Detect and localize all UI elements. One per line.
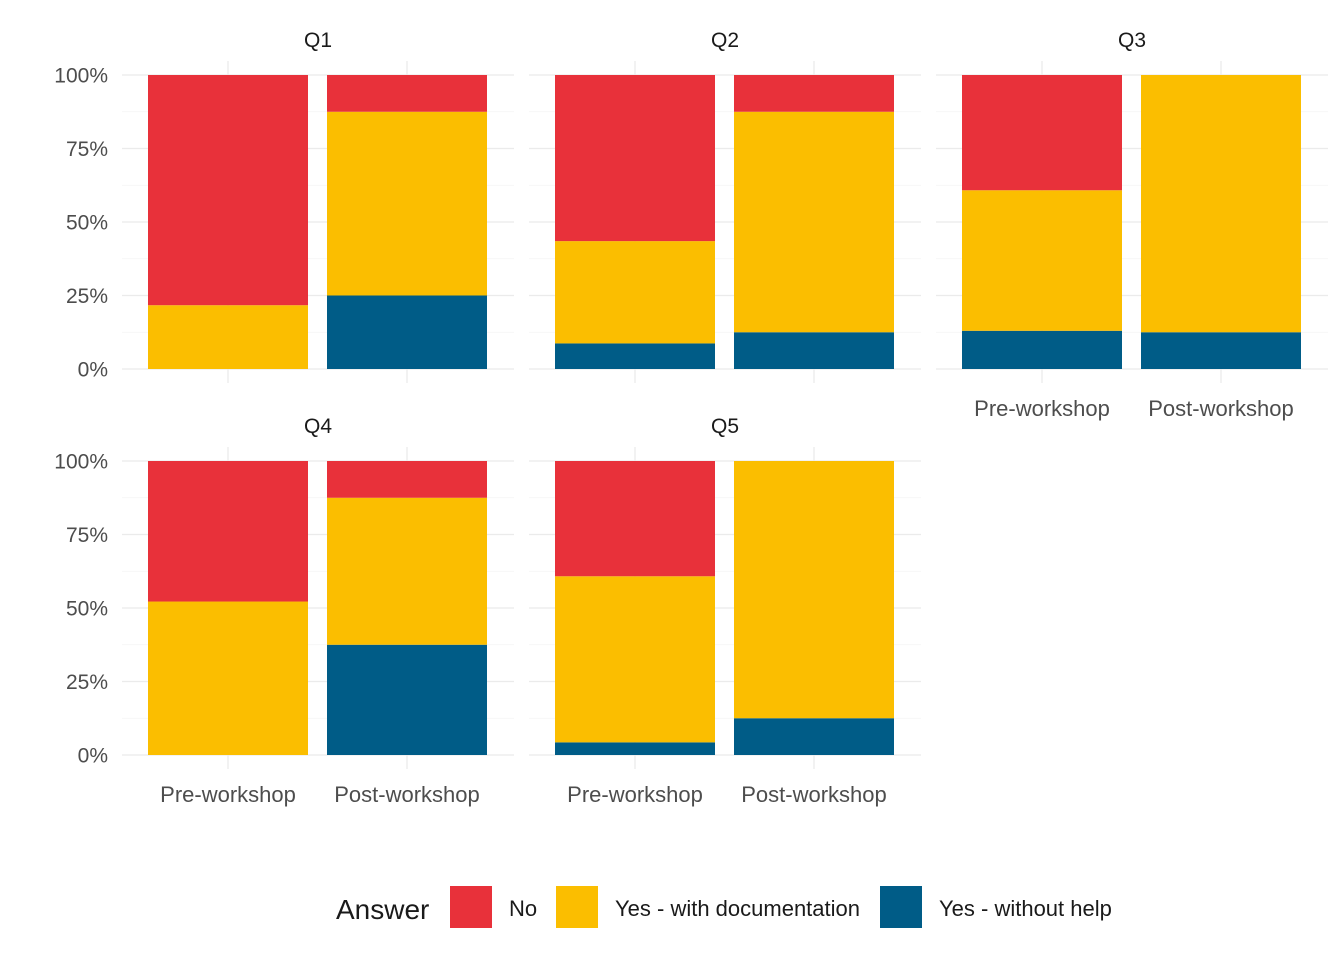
y-tick-label: 100% [54, 451, 108, 474]
bar-segment-yes-without-help [734, 718, 894, 755]
y-tick-label: 100% [54, 65, 108, 88]
legend-item-yes-without-help: Yes - without help [880, 886, 1112, 928]
facet-label: Q2 [711, 29, 739, 52]
bar-segment-yes-without-help [555, 742, 715, 755]
bar-segment-no [734, 75, 894, 112]
panel-q1: Q1 0% 25% 50% 75% 100% [54, 29, 514, 383]
legend-item-yes-with-documentation: Yes - with documentation [556, 886, 860, 928]
y-tick-label: 50% [66, 212, 108, 235]
bar-segment-no [555, 461, 715, 577]
y-tick-label: 75% [66, 524, 108, 547]
bar-segment-no [327, 75, 487, 112]
x-tick-label: Pre-workshop [567, 782, 703, 807]
bar-segment-yes-with-documentation [327, 497, 487, 645]
legend-swatch [450, 886, 492, 928]
x-tick-label: Pre-workshop [160, 782, 296, 807]
facet-label: Q4 [304, 415, 332, 438]
y-tick-label: 25% [66, 671, 108, 694]
bar-segment-no [962, 75, 1122, 191]
bar-segment-yes-without-help [734, 332, 894, 369]
bar-segment-yes-with-documentation [962, 190, 1122, 331]
facet-label: Q1 [304, 29, 332, 52]
x-tick-label: Pre-workshop [974, 396, 1110, 421]
legend-label: Yes - with documentation [615, 896, 860, 921]
x-tick-label: Post-workshop [1148, 396, 1294, 421]
bar-segment-no [148, 75, 308, 306]
panel-q5: Q5 Pre-workshop Post-workshop [529, 415, 921, 807]
y-tick-label: 0% [78, 745, 108, 768]
legend-item-no: No [450, 886, 537, 928]
chart-panels: Q1 0% 25% 50% 75% 100% Q2 Q3 Pre-workshop Post-wo… [54, 29, 1328, 807]
bar-segment-yes-with-documentation [555, 576, 715, 743]
x-tick-label: Post-workshop [741, 782, 887, 807]
bar-segment-yes-without-help [555, 343, 715, 369]
bar-segment-yes-with-documentation [734, 461, 894, 719]
y-tick-label: 0% [78, 359, 108, 382]
bar-segment-yes-without-help [327, 644, 487, 755]
legend-items: No Yes - with documentation Yes - without … [450, 886, 1112, 928]
y-tick-label: 50% [66, 598, 108, 621]
bar-segment-yes-with-documentation [148, 601, 308, 755]
bar-segment-yes-with-documentation [148, 305, 308, 369]
bar-segment-yes-with-documentation [734, 111, 894, 333]
bar-segment-no [327, 461, 487, 498]
bar-segment-no [555, 75, 715, 242]
bar-segment-yes-with-documentation [327, 111, 487, 296]
bar-segment-yes-without-help [962, 330, 1122, 369]
bar-segment-yes-with-documentation [555, 241, 715, 344]
facet-label: Q5 [711, 415, 739, 438]
x-tick-label: Post-workshop [334, 782, 480, 807]
legend: Answer No Yes - with documentation Yes - w… [336, 886, 1112, 928]
bar-segment-yes-without-help [327, 295, 487, 369]
panel-q4: Q4 0% 25% 50% 75% 100% Pre-workshop Post-worksh… [54, 415, 514, 807]
panel-q2: Q2 [529, 29, 921, 383]
bar-segment-yes-without-help [1141, 332, 1301, 369]
y-tick-label: 25% [66, 285, 108, 308]
facet-label: Q3 [1118, 29, 1146, 52]
legend-title: Answer [336, 894, 429, 925]
panel-q3: Q3 Pre-workshop Post-workshop [936, 29, 1328, 421]
bar-segment-no [148, 461, 308, 602]
legend-swatch [556, 886, 598, 928]
legend-label: Yes - without help [939, 896, 1112, 921]
legend-label: No [509, 896, 537, 921]
bar-segment-yes-with-documentation [1141, 75, 1301, 333]
y-tick-label: 75% [66, 138, 108, 161]
legend-swatch [880, 886, 922, 928]
